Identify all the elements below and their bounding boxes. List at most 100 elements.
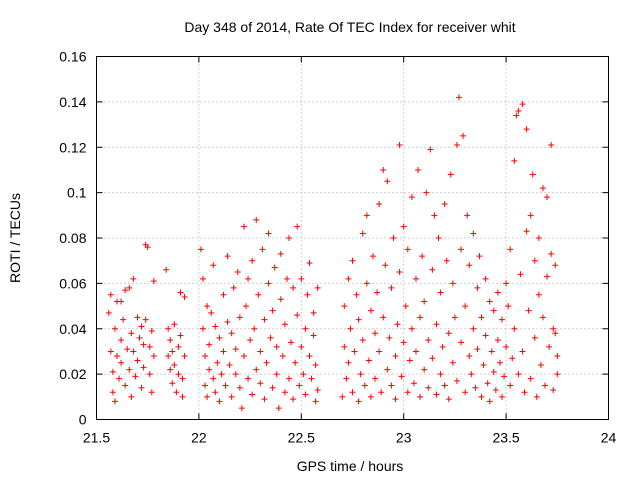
- data-point: [107, 348, 114, 355]
- data-point: [179, 375, 186, 382]
- data-point: [515, 371, 522, 378]
- data-point: [345, 275, 352, 282]
- data-point: [390, 235, 397, 241]
- data-point: [527, 212, 534, 219]
- data-point: [312, 398, 319, 405]
- data-point: [394, 321, 401, 328]
- data-point: [249, 257, 256, 264]
- data-point: [265, 280, 272, 287]
- data-point: [523, 126, 530, 133]
- data-point: [507, 382, 514, 389]
- data-point: [105, 309, 112, 316]
- data-point: [240, 223, 247, 230]
- data-point: [519, 348, 526, 355]
- data-point: [306, 352, 313, 359]
- data-point: [247, 337, 254, 344]
- data-point: [539, 314, 546, 321]
- data-point: [249, 391, 256, 398]
- data-point: [134, 314, 141, 321]
- data-point: [433, 391, 440, 398]
- data-point: [398, 373, 405, 380]
- data-point: [218, 371, 225, 378]
- x-tick-label: 24: [601, 430, 617, 446]
- data-point: [433, 321, 440, 328]
- data-point: [232, 371, 239, 378]
- data-point: [421, 366, 428, 373]
- data-point: [148, 328, 155, 335]
- data-point: [521, 389, 528, 396]
- data-point: [122, 287, 129, 294]
- data-point: [128, 393, 135, 400]
- data-point: [224, 253, 231, 260]
- data-point: [253, 366, 260, 373]
- data-point: [124, 346, 131, 353]
- data-point: [490, 368, 497, 375]
- data-point: [281, 389, 288, 396]
- data-point: [372, 375, 379, 382]
- data-point: [402, 303, 409, 310]
- data-point: [359, 337, 366, 344]
- data-point: [230, 284, 237, 291]
- data-point: [511, 325, 518, 332]
- data-point: [140, 341, 147, 348]
- data-point: [542, 382, 549, 389]
- data-point: [492, 387, 499, 394]
- data-point: [212, 323, 219, 330]
- data-point: [466, 262, 473, 269]
- data-point: [138, 384, 145, 391]
- data-point: [343, 375, 350, 382]
- y-tick-label: 0: [79, 412, 87, 428]
- data-point: [478, 314, 485, 321]
- data-point: [525, 307, 532, 314]
- data-point: [550, 387, 557, 394]
- data-point: [357, 371, 364, 378]
- x-tick-label: 21.5: [83, 430, 110, 446]
- data-point: [517, 271, 524, 278]
- data-point: [499, 316, 506, 323]
- data-point: [382, 262, 389, 269]
- y-tick-label: 0.08: [59, 230, 86, 246]
- data-point: [412, 275, 419, 282]
- data-point: [199, 325, 206, 332]
- x-tick-label: 22: [191, 430, 207, 446]
- data-point: [132, 373, 139, 380]
- data-point: [529, 171, 536, 178]
- data-point: [351, 348, 358, 355]
- data-point: [349, 389, 356, 396]
- data-point: [109, 368, 116, 375]
- data-point: [374, 289, 381, 296]
- data-point: [243, 303, 250, 310]
- data-point: [507, 246, 514, 253]
- data-point: [197, 246, 204, 253]
- data-point: [482, 332, 489, 339]
- data-point: [122, 382, 129, 389]
- data-point: [404, 246, 411, 253]
- data-point: [310, 332, 317, 339]
- data-point: [144, 244, 151, 251]
- data-point: [503, 280, 510, 287]
- data-point: [466, 352, 473, 359]
- data-point: [384, 366, 391, 373]
- data-point: [470, 230, 477, 237]
- data-point: [353, 291, 360, 298]
- data-point: [369, 253, 376, 260]
- data-point: [304, 291, 311, 298]
- data-point: [490, 307, 497, 314]
- data-point: [251, 325, 258, 332]
- data-point: [286, 235, 293, 241]
- data-point: [308, 375, 315, 382]
- data-point: [384, 178, 391, 185]
- data-point: [279, 352, 286, 359]
- data-point: [406, 357, 413, 364]
- data-point: [503, 343, 510, 350]
- data-point: [277, 250, 284, 257]
- data-point: [302, 325, 309, 332]
- data-point: [120, 316, 127, 323]
- data-point: [150, 352, 157, 359]
- data-point: [175, 343, 182, 350]
- data-point: [306, 259, 313, 266]
- data-point: [286, 375, 293, 382]
- data-point: [437, 371, 444, 378]
- data-point: [554, 371, 561, 378]
- data-point: [439, 343, 446, 350]
